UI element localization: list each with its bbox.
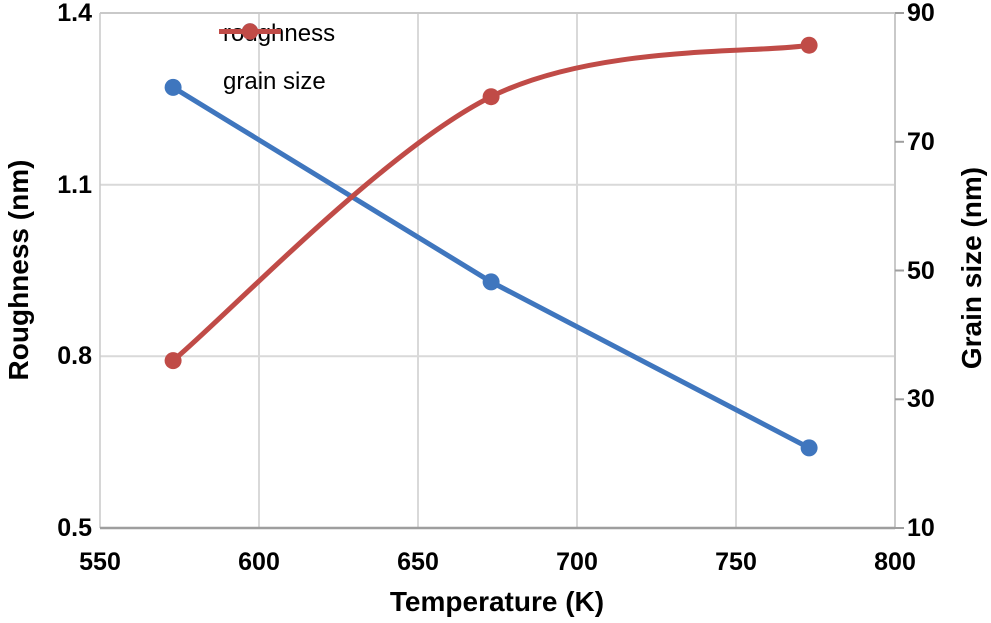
grain-size-legend-marker-icon bbox=[219, 23, 281, 40]
grain-size-marker bbox=[800, 36, 818, 54]
x-axis-tick-label: 750 bbox=[715, 548, 757, 576]
right-axis-tick-label: 10 bbox=[907, 514, 935, 542]
x-axis-tick-label: 700 bbox=[556, 548, 598, 576]
legend: roughnessgrain size bbox=[219, 21, 335, 117]
left-axis-title: Roughness (nm) bbox=[3, 159, 34, 381]
right-axis-tick-label: 70 bbox=[907, 127, 935, 156]
x-axis-tick-label: 550 bbox=[79, 548, 121, 576]
grain-size-marker bbox=[482, 88, 500, 106]
x-axis-tick-label: 800 bbox=[874, 548, 916, 576]
legend-item-label: grain size bbox=[223, 68, 326, 95]
x-axis-tick-label: 650 bbox=[397, 548, 439, 576]
left-axis-tick-label: 0.8 bbox=[57, 342, 92, 371]
right-axis-tick-label: 50 bbox=[907, 256, 935, 285]
right-axis-tick-label: 90 bbox=[907, 0, 935, 27]
legend-item-grain-size: grain size bbox=[219, 23, 335, 95]
roughness-marker bbox=[164, 78, 182, 96]
grain-size-marker bbox=[164, 352, 182, 370]
roughness-marker bbox=[800, 439, 818, 457]
x-axis-tick-label: 600 bbox=[238, 548, 280, 576]
right-axis-tick-label: 30 bbox=[907, 385, 935, 414]
left-axis-tick-label: 1.1 bbox=[57, 170, 92, 199]
left-axis-tick-label: 0.5 bbox=[57, 514, 92, 542]
roughness-marker bbox=[482, 273, 500, 291]
roughness-line bbox=[170, 84, 812, 451]
right-axis-title: Grain size (nm) bbox=[956, 166, 987, 370]
left-axis-tick-label: 1.4 bbox=[57, 0, 92, 27]
x-axis-title: Temperature (K) bbox=[389, 586, 605, 617]
